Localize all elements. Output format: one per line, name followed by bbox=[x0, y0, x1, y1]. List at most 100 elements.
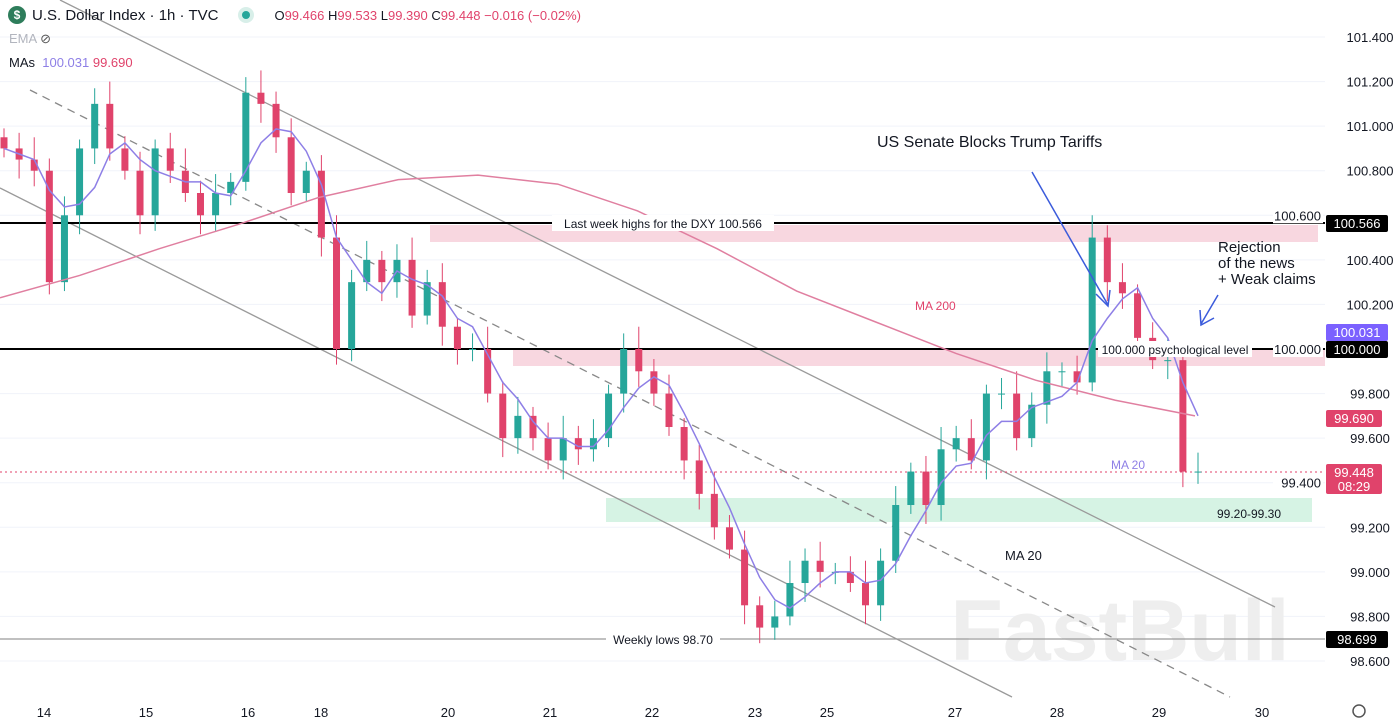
candle-body bbox=[665, 393, 673, 428]
candle-body bbox=[861, 583, 869, 606]
badge-ma200-text: 99.690 bbox=[1334, 411, 1374, 426]
settings-gear-icon[interactable] bbox=[1352, 704, 1366, 718]
candle-body bbox=[1058, 371, 1066, 373]
candle-body bbox=[333, 237, 341, 350]
badge-lows bbox=[1326, 631, 1388, 648]
y-tick-label: 100.800 bbox=[1347, 164, 1394, 179]
candle-body bbox=[816, 560, 824, 572]
x-tick-label: 30 bbox=[1255, 705, 1269, 720]
ema-indicator[interactable]: EMA ⊘ bbox=[9, 31, 51, 46]
news-arrow bbox=[1031, 171, 1109, 306]
candle-body bbox=[484, 349, 492, 394]
candle-body bbox=[1073, 371, 1081, 383]
candle-body bbox=[499, 393, 507, 439]
candle-body bbox=[635, 349, 643, 372]
channel-lower-line[interactable] bbox=[0, 187, 1013, 698]
y-tick-label: 101.400 bbox=[1347, 30, 1394, 45]
candle-body bbox=[1134, 293, 1142, 338]
badge-ma20-text: 100.031 bbox=[1334, 325, 1381, 340]
eye-hidden-icon[interactable]: ⊘ bbox=[40, 31, 51, 46]
candle-body bbox=[30, 159, 38, 171]
x-tick-label: 28 bbox=[1050, 705, 1064, 720]
y-tick-label: 99.400 bbox=[1281, 476, 1321, 491]
candle-body bbox=[574, 438, 582, 450]
candle-body bbox=[106, 103, 114, 149]
x-tick-label: 16 bbox=[241, 705, 255, 720]
candle-body bbox=[1118, 282, 1126, 294]
y-tick-label: 99.600 bbox=[1350, 431, 1390, 446]
y-tick-label: 99.000 bbox=[1350, 565, 1390, 580]
candle-body bbox=[544, 438, 552, 461]
candle-body bbox=[1043, 371, 1051, 405]
candle-body bbox=[45, 170, 53, 283]
badge-ma200 bbox=[1326, 410, 1382, 427]
badge-last-price bbox=[1326, 464, 1382, 494]
rejection-line1: Rejection bbox=[1218, 239, 1281, 256]
candle-body bbox=[741, 549, 749, 606]
price-axis[interactable] bbox=[1325, 0, 1400, 727]
market-status-icon bbox=[242, 11, 251, 19]
y-tick-label: 98.800 bbox=[1350, 609, 1390, 624]
candle-body bbox=[1088, 237, 1096, 383]
candle-body bbox=[922, 471, 930, 506]
candle-body bbox=[952, 438, 960, 450]
y-tick-label: 101.000 bbox=[1347, 119, 1394, 134]
symbol-title[interactable]: U.S. Dollar Index · 1h · TVC bbox=[32, 6, 219, 24]
candle-body bbox=[348, 282, 356, 350]
candle-body bbox=[937, 449, 945, 506]
candle-body bbox=[998, 393, 1006, 395]
y-tick-label: 100.200 bbox=[1347, 297, 1394, 312]
y-tick-label: 101.200 bbox=[1347, 75, 1394, 90]
candle-body bbox=[877, 560, 885, 606]
candle-body bbox=[846, 571, 854, 584]
ma20-annotation: MA 20 bbox=[1111, 458, 1145, 472]
candle-body bbox=[257, 92, 265, 104]
candle-body bbox=[227, 181, 235, 194]
last-week-highs-label: Last week highs for the DXY 100.566 bbox=[564, 217, 762, 231]
candle-body bbox=[605, 393, 613, 439]
y-tick-label: 100.400 bbox=[1347, 253, 1394, 268]
candle-body bbox=[196, 193, 204, 216]
mas-indicator[interactable]: MAs 100.031 99.690 bbox=[9, 55, 133, 70]
x-tick-label: 29 bbox=[1152, 705, 1166, 720]
ohlc-values: O99.466 H99.533 L99.390 C99.448 −0.016 (… bbox=[274, 7, 582, 23]
candle-body bbox=[559, 438, 567, 461]
badge-highs bbox=[1326, 215, 1388, 232]
weekly-lows-label: Weekly lows 98.70 bbox=[613, 633, 713, 647]
candle-body bbox=[423, 282, 431, 316]
y-tick-label: 98.600 bbox=[1350, 654, 1390, 669]
candle-body bbox=[892, 505, 900, 561]
x-tick-label: 20 bbox=[441, 705, 455, 720]
candle-body bbox=[529, 415, 537, 439]
candle-body bbox=[378, 259, 386, 283]
badge-psych bbox=[1326, 341, 1388, 358]
ma20-line bbox=[3, 128, 1199, 609]
candle-body bbox=[982, 393, 990, 461]
candle-body bbox=[620, 349, 628, 394]
candle-body bbox=[363, 259, 371, 283]
x-tick-label: 18 bbox=[314, 705, 328, 720]
candle-body bbox=[771, 616, 779, 628]
candle-body bbox=[136, 170, 144, 216]
rejection-arrow bbox=[1200, 294, 1219, 325]
candle-body bbox=[302, 170, 310, 194]
candle-body bbox=[1194, 471, 1202, 473]
candle-body bbox=[801, 560, 809, 584]
candle-body bbox=[1179, 360, 1187, 472]
badge-ma20 bbox=[1326, 324, 1388, 341]
dollar-logo-icon: $ bbox=[8, 6, 26, 24]
badge-highs-text: 100.566 bbox=[1334, 216, 1381, 231]
candle-body bbox=[0, 137, 8, 149]
badge-psych-text: 100.000 bbox=[1334, 342, 1381, 357]
candle-body bbox=[1164, 360, 1172, 362]
candle-body bbox=[121, 148, 129, 171]
candle-body bbox=[514, 415, 522, 439]
x-tick-label: 23 bbox=[748, 705, 762, 720]
candle-body bbox=[76, 148, 84, 216]
candle-body bbox=[469, 349, 477, 351]
candle-body bbox=[907, 471, 915, 506]
ma200-line bbox=[0, 174, 1196, 417]
badge-last-text: 99.448 bbox=[1334, 465, 1374, 480]
y-tick-label: 100.000 bbox=[1274, 342, 1321, 357]
